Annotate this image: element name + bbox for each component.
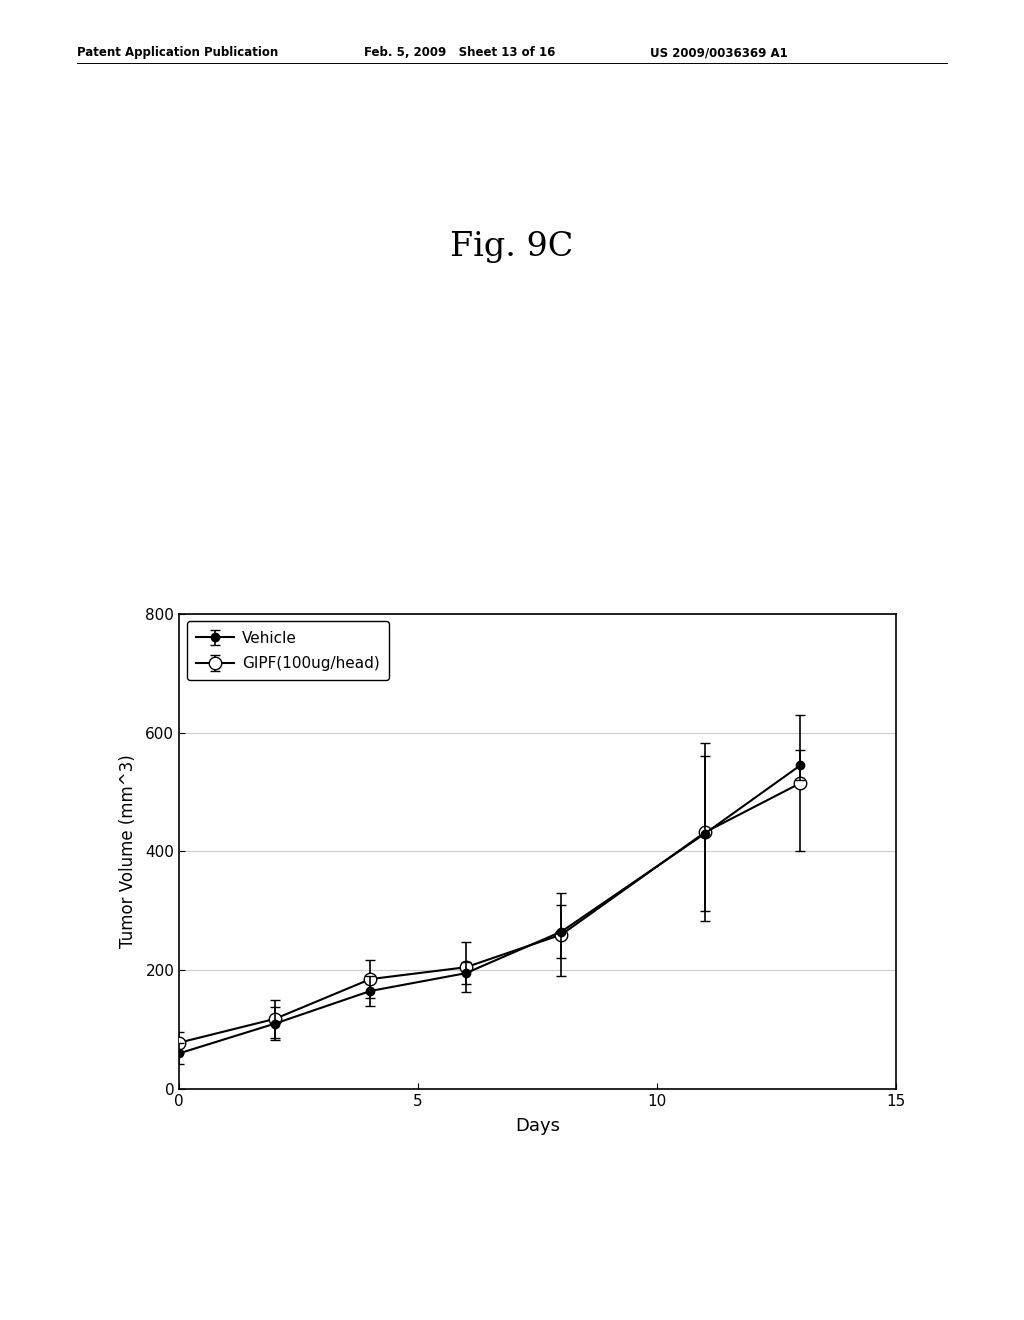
Text: US 2009/0036369 A1: US 2009/0036369 A1: [650, 46, 788, 59]
X-axis label: Days: Days: [515, 1117, 560, 1135]
Text: Patent Application Publication: Patent Application Publication: [77, 46, 279, 59]
Text: Feb. 5, 2009   Sheet 13 of 16: Feb. 5, 2009 Sheet 13 of 16: [364, 46, 555, 59]
Y-axis label: Tumor Volume (mm^3): Tumor Volume (mm^3): [119, 755, 137, 948]
Legend: Vehicle, GIPF(100ug/head): Vehicle, GIPF(100ug/head): [186, 622, 389, 681]
Text: Fig. 9C: Fig. 9C: [451, 231, 573, 263]
